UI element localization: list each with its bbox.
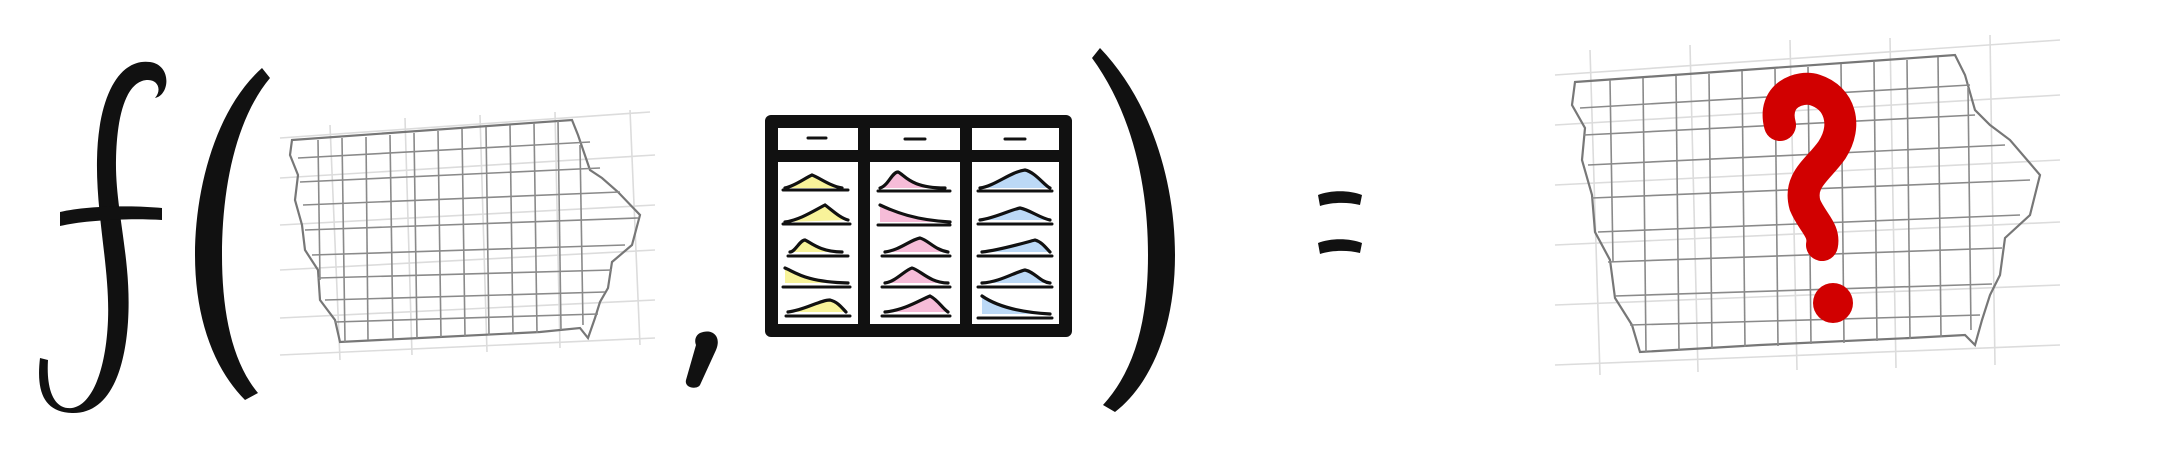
close-paren <box>1092 48 1175 412</box>
separator-comma <box>685 331 718 388</box>
equals-sign <box>1318 191 1362 254</box>
open-paren <box>195 68 270 400</box>
table-column-3-distributions <box>976 168 1054 320</box>
input-map <box>279 109 656 361</box>
question-mark-icon <box>1762 72 1857 323</box>
table-column-2-distributions <box>876 170 952 318</box>
table-column-1-distributions <box>781 173 852 318</box>
output-map <box>1554 34 2061 376</box>
distribution-table <box>765 115 1072 337</box>
function-symbol-f <box>39 61 167 414</box>
input-map-counties <box>288 118 642 344</box>
output-map-grid <box>1554 34 2061 376</box>
